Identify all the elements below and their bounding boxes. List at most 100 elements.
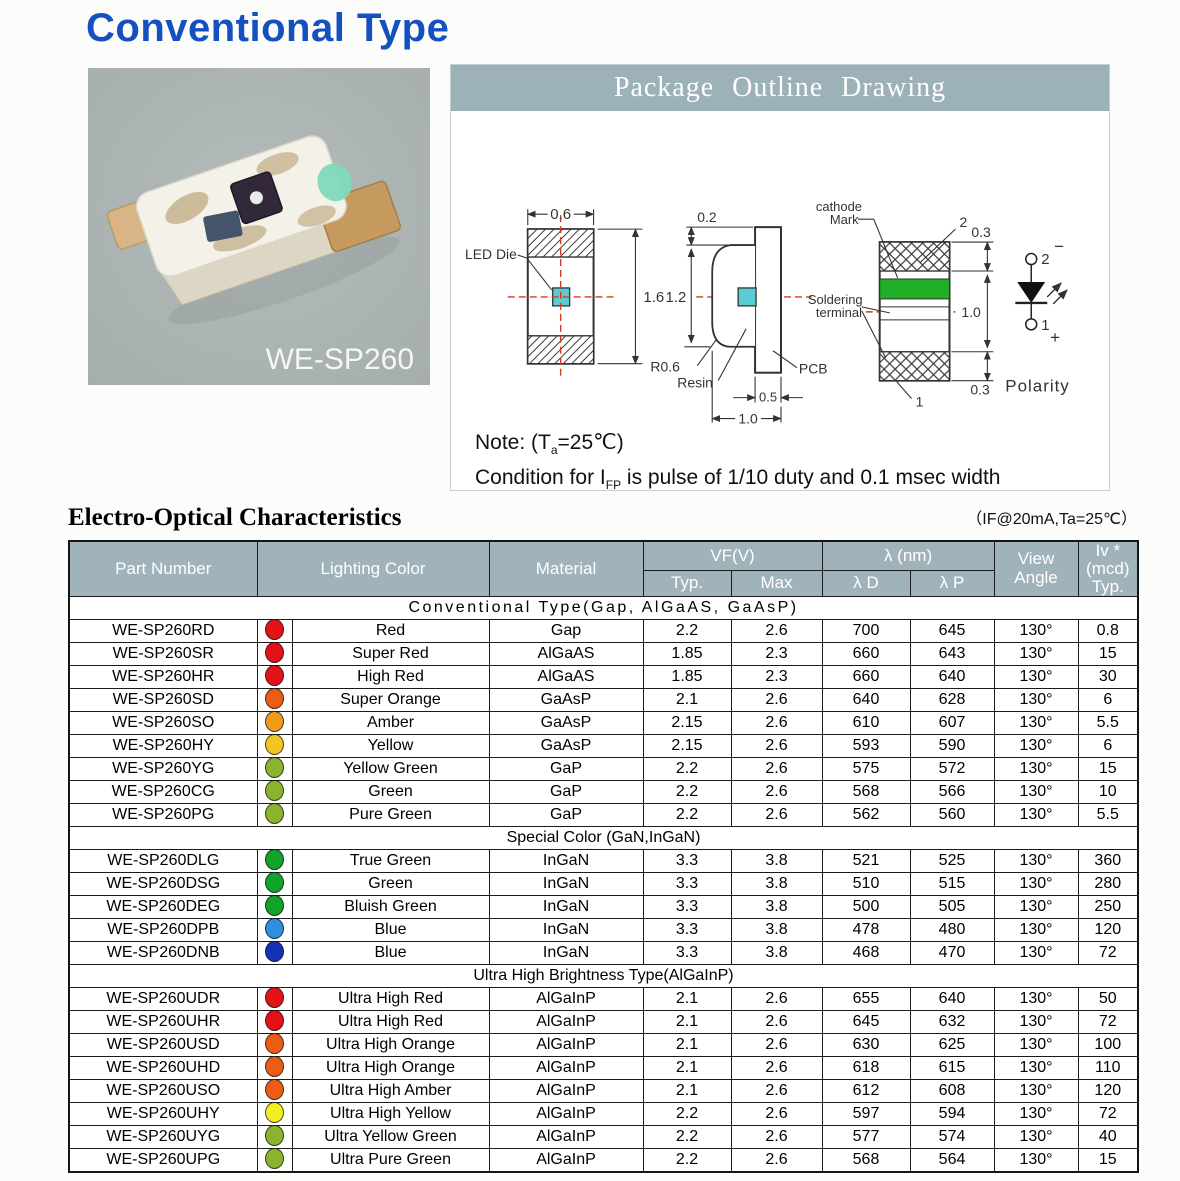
color-dot-cell xyxy=(256,848,293,873)
iv-cell: 280 xyxy=(1077,871,1139,896)
color-dot-cell xyxy=(256,664,293,689)
material-cell: InGaN xyxy=(488,917,644,942)
vf-typ-cell: 2.2 xyxy=(642,1124,732,1149)
lambda-p-cell: 645 xyxy=(909,618,995,643)
lighting-color-cell: Green xyxy=(291,871,490,896)
package-outline-panel: Package Outline Drawing xyxy=(450,64,1110,492)
polarity-diode-symbol xyxy=(1015,252,1068,331)
table-row: WE-SP260SD Super Orange GaAsP 2.1 2.6 640 628 1… xyxy=(68,687,1139,712)
lighting-color-dot xyxy=(265,1126,284,1146)
table-row: WE-SP260DEG Bluish Green InGaN 3.3 3.8 500 505… xyxy=(68,894,1139,919)
vf-typ-cell: 2.1 xyxy=(642,1009,732,1034)
iv-cell: 30 xyxy=(1077,664,1139,689)
view-angle-cell: 130° xyxy=(993,664,1079,689)
vf-max-cell: 2.3 xyxy=(730,641,823,666)
vf-max-cell: 2.6 xyxy=(730,802,823,827)
table-section-row: Ultra High Brightness Type(AlGaInP) xyxy=(68,963,1139,988)
iv-cell: 72 xyxy=(1077,1101,1139,1126)
view-angle-cell: 130° xyxy=(993,1101,1079,1126)
color-dot-cell xyxy=(256,733,293,758)
section-label: Special Color (GaN,InGaN) xyxy=(68,825,1139,850)
color-dot-cell xyxy=(256,802,293,827)
view-angle-cell: 130° xyxy=(993,917,1079,942)
pin2-label: 2 xyxy=(959,214,967,230)
part-number-cell: WE-SP260YG xyxy=(68,756,258,781)
lighting-color-cell: Ultra High Orange xyxy=(291,1032,490,1057)
iv-cell: 6 xyxy=(1077,687,1139,712)
product-photo: WE-SP260 xyxy=(88,68,430,385)
part-number-cell: WE-SP260USO xyxy=(68,1078,258,1103)
table-row: WE-SP260UHR Ultra High Red AlGaInP 2.1 2.6 64… xyxy=(68,1009,1139,1034)
lighting-color-dot xyxy=(265,643,284,663)
table-row: WE-SP260SO Amber GaAsP 2.15 2.6 610 607 130° 5.5 xyxy=(68,710,1139,735)
material-cell: AlGaAS xyxy=(488,641,644,666)
iv-cell: 5.5 xyxy=(1077,802,1139,827)
color-dot-cell xyxy=(256,1055,293,1080)
color-dot-cell xyxy=(256,1101,293,1126)
lambda-d-cell: 575 xyxy=(821,756,911,781)
iv-cell: 10 xyxy=(1077,779,1139,804)
lambda-d-cell: 568 xyxy=(821,779,911,804)
view-angle-cell: 130° xyxy=(993,710,1079,735)
lighting-color-cell: Yellow Green xyxy=(291,756,490,781)
col-header-lambda: λ (nm) xyxy=(821,540,995,572)
dim-pcb-width: 0.5 xyxy=(759,390,777,405)
part-number-cell: WE-SP260SR xyxy=(68,641,258,666)
vf-max-cell: 2.6 xyxy=(730,733,823,758)
view-angle-cell: 130° xyxy=(993,779,1079,804)
view-angle-cell: 130° xyxy=(993,1147,1079,1173)
led-die-label: LED Die xyxy=(465,246,517,262)
lambda-d-cell: 700 xyxy=(821,618,911,643)
lambda-p-cell: 615 xyxy=(909,1055,995,1080)
material-cell: Gap xyxy=(488,618,644,643)
lighting-color-cell: Green xyxy=(291,779,490,804)
lighting-color-cell: Blue xyxy=(291,940,490,965)
view-angle-cell: 130° xyxy=(993,1055,1079,1080)
col-header-vf: VF(V) xyxy=(642,540,823,572)
dim-side-width: 1.0 xyxy=(738,411,758,427)
color-dot-cell xyxy=(256,641,293,666)
vf-max-cell: 2.6 xyxy=(730,1055,823,1080)
vf-max-cell: 3.8 xyxy=(730,871,823,896)
part-number-cell: WE-SP260SD xyxy=(68,687,258,712)
color-dot-cell xyxy=(256,986,293,1011)
part-number-cell: WE-SP260CG xyxy=(68,779,258,804)
lighting-color-cell: Ultra Yellow Green xyxy=(291,1124,490,1149)
lighting-color-cell: Ultra High Red xyxy=(291,986,490,1011)
lambda-p-cell: 625 xyxy=(909,1032,995,1057)
part-number-cell: WE-SP260DSG xyxy=(68,871,258,896)
lambda-d-cell: 500 xyxy=(821,894,911,919)
color-dot-cell xyxy=(256,871,293,896)
vf-typ-cell: 2.2 xyxy=(642,779,732,804)
vf-max-cell: 3.8 xyxy=(730,848,823,873)
lighting-color-cell: Super Red xyxy=(291,641,490,666)
vf-typ-cell: 2.1 xyxy=(642,1055,732,1080)
part-number-cell: WE-SP260HR xyxy=(68,664,258,689)
iv-cell: 6 xyxy=(1077,733,1139,758)
section-label: Conventional Type(Gap, AlGaAS, GaAsP) xyxy=(68,595,1139,620)
iv-cell: 100 xyxy=(1077,1032,1139,1057)
table-row: WE-SP260HY Yellow GaAsP 2.15 2.6 593 590 130° 6 xyxy=(68,733,1139,758)
material-cell: AlGaAS xyxy=(488,664,644,689)
view-angle-cell: 130° xyxy=(993,756,1079,781)
lighting-color-cell: Ultra High Amber xyxy=(291,1078,490,1103)
table-row: WE-SP260HR High Red AlGaAS 1.85 2.3 660 640 130… xyxy=(68,664,1139,689)
iv-cell: 15 xyxy=(1077,641,1139,666)
part-number-cell: WE-SP260DEG xyxy=(68,894,258,919)
color-dot-cell xyxy=(256,1147,293,1173)
lambda-d-cell: 568 xyxy=(821,1147,911,1173)
table-row: WE-SP260USD Ultra High Orange AlGaInP 2.1 2.… xyxy=(68,1032,1139,1057)
table-row: WE-SP260UHY Ultra High Yellow AlGaInP 2.2 2.… xyxy=(68,1101,1139,1126)
pin1-label: 1 xyxy=(916,394,924,410)
lambda-d-cell: 521 xyxy=(821,848,911,873)
lambda-p-cell: 643 xyxy=(909,641,995,666)
table-section-row: Conventional Type(Gap, AlGaAS, GaAsP) xyxy=(68,595,1139,620)
material-cell: AlGaInP xyxy=(488,1101,644,1126)
vf-max-cell: 2.6 xyxy=(730,1101,823,1126)
lambda-p-cell: 594 xyxy=(909,1101,995,1126)
color-dot-cell xyxy=(256,1078,293,1103)
table-title: Electro-Optical Characteristics xyxy=(68,504,402,531)
table-section-row: Special Color (GaN,InGaN) xyxy=(68,825,1139,850)
lambda-d-cell: 577 xyxy=(821,1124,911,1149)
vf-max-cell: 2.6 xyxy=(730,1078,823,1103)
